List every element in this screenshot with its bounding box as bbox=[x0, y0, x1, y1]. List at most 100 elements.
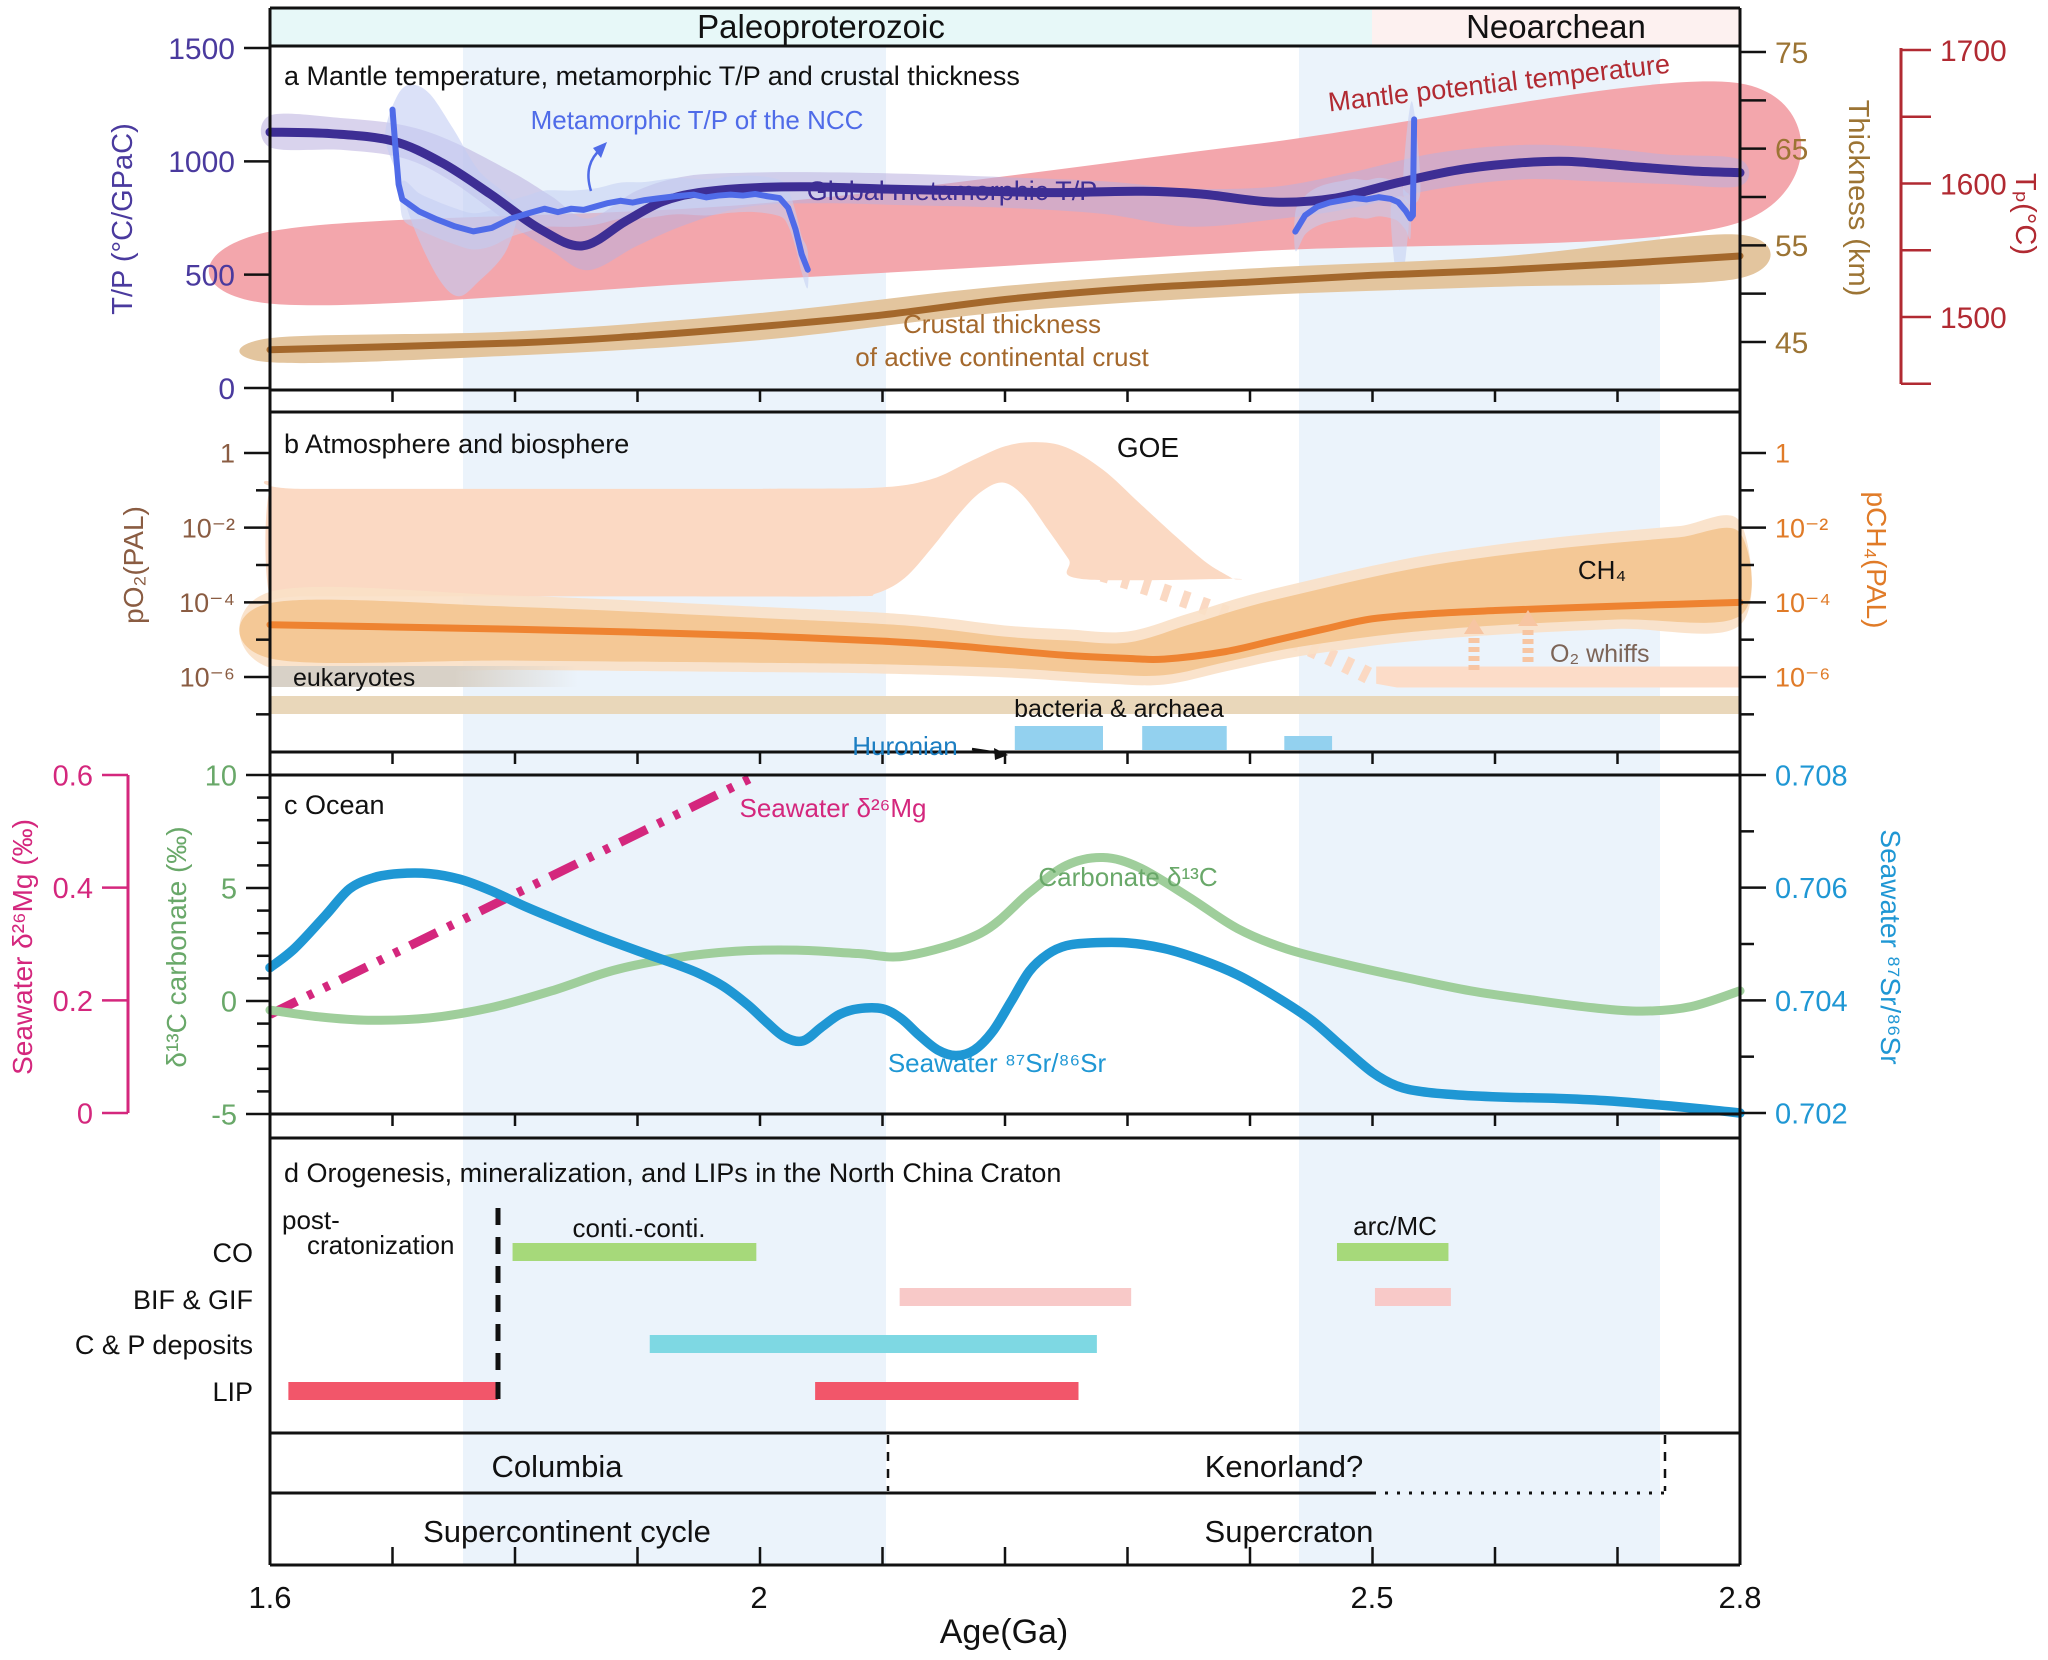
axis-tick-label: 1500 bbox=[1940, 302, 2007, 335]
ch4-label: CH₄ bbox=[1578, 555, 1626, 585]
shape-bar bbox=[1014, 726, 1103, 750]
x-axis-label: Age(Ga) bbox=[940, 1613, 1069, 1651]
axis-tick-label: 55 bbox=[1775, 230, 1808, 263]
row-label-cp-deposits: C & P deposits bbox=[75, 1330, 253, 1360]
axis-label-po2: pO₂(PAL) bbox=[118, 506, 149, 624]
x-tick-2_8: 2.8 bbox=[1718, 1580, 1761, 1615]
annotation-layer bbox=[587, 142, 1008, 760]
columbia-label: Columbia bbox=[492, 1449, 624, 1484]
whiff-arrow-dash bbox=[1522, 630, 1534, 635]
huronian-arrowhead bbox=[994, 748, 1008, 760]
x-tick-1_6: 1.6 bbox=[248, 1580, 291, 1615]
axis-tick-label: 75 bbox=[1775, 37, 1808, 70]
shape-curve bbox=[268, 772, 756, 1019]
axis-label-mantle-tp: Tₚ(°C) bbox=[2009, 173, 2041, 255]
axis-tick-label: -5 bbox=[211, 1099, 237, 1131]
era-label-paleoproterozoic: Paleoproterozoic bbox=[697, 8, 945, 45]
axis-label-d13c: δ¹³C carbonate (‰) bbox=[161, 826, 192, 1067]
whiff-arrow-dash bbox=[1468, 647, 1480, 652]
axis-tick-label: 10⁻² bbox=[1775, 513, 1828, 543]
hatch-dash bbox=[1178, 590, 1192, 609]
axis-tick-label: 1 bbox=[220, 439, 235, 469]
axis-tick-label: 1 bbox=[1775, 439, 1790, 469]
hatch-dash bbox=[1341, 656, 1356, 675]
axis-tick-label: 0.4 bbox=[53, 873, 93, 905]
axis-tick-label: 1000 bbox=[168, 146, 235, 179]
sr-curve-label: Seawater ⁸⁷Sr/⁸⁶Sr bbox=[888, 1048, 1107, 1078]
conti-conti-label: conti.-conti. bbox=[573, 1213, 706, 1243]
row-label-co: CO bbox=[213, 1238, 254, 1268]
kenorland-label: Kenorland? bbox=[1205, 1449, 1364, 1484]
supercontinent-cycle-label: Supercontinent cycle bbox=[423, 1514, 711, 1549]
panel-b-title: b Atmosphere and biosphere bbox=[284, 429, 629, 459]
ncc-curve-label: Metamorphic T/P of the NCC bbox=[531, 105, 864, 135]
shape-curve bbox=[265, 852, 1745, 1025]
mg-curve-label: Seawater δ²⁶Mg bbox=[739, 793, 926, 823]
whiff-arrow-dash bbox=[1522, 639, 1534, 644]
panel-d-title: d Orogenesis, mineralization, and LIPs i… bbox=[284, 1158, 1061, 1188]
axis-tick-label: 0.704 bbox=[1775, 986, 1848, 1018]
panel-a-title: a Mantle temperature, metamorphic T/P an… bbox=[284, 61, 1020, 91]
axis-tick-label: 0.6 bbox=[53, 760, 93, 792]
panel-c-title: c Ocean bbox=[284, 790, 385, 820]
carbonate-curve-label: Carbonate δ¹³C bbox=[1038, 862, 1217, 892]
huronian-label: Huronian bbox=[852, 731, 958, 761]
shape-bar bbox=[899, 1288, 1132, 1306]
post-cratonization-label-2: cratonization bbox=[307, 1230, 454, 1260]
whiff-arrow-dash bbox=[1468, 665, 1480, 670]
whiff-arrow-head bbox=[1464, 618, 1484, 634]
axis-tick-label: 10⁻⁶ bbox=[180, 663, 235, 693]
axis-tick-label: 0 bbox=[77, 1098, 93, 1130]
row-label-lip: LIP bbox=[212, 1377, 253, 1407]
axis-tick-label: 45 bbox=[1775, 327, 1808, 360]
ncc-annotation-arrowhead bbox=[593, 142, 607, 158]
shape-rect bbox=[463, 46, 886, 1565]
shape-curve bbox=[265, 127, 1745, 251]
crustal-thickness-label-1: Crustal thickness bbox=[903, 309, 1101, 339]
whiff-arrow-dash bbox=[1468, 656, 1480, 661]
axis-tick-label: 0 bbox=[218, 373, 235, 406]
axis-tick-label: 500 bbox=[185, 259, 235, 292]
shape-band bbox=[239, 527, 1752, 676]
shape-rect bbox=[1372, 9, 1739, 45]
shape-curve bbox=[1292, 116, 1418, 235]
shape-curve bbox=[265, 868, 1745, 1118]
axis-tick-label: 5 bbox=[221, 873, 237, 905]
hatch-dash bbox=[1357, 664, 1373, 684]
goe-label: GOE bbox=[1117, 432, 1179, 463]
shape-curve bbox=[266, 598, 1744, 664]
shape-bar bbox=[1284, 736, 1333, 750]
post-cratonization-label-1: post- bbox=[282, 1205, 340, 1235]
axis-tick-label: 1700 bbox=[1940, 35, 2007, 68]
crustal-thickness-label-2: of active continental crust bbox=[855, 342, 1149, 372]
shape-rect bbox=[270, 696, 1740, 714]
axis-label-mg: Seawater δ²⁶Mg (‰) bbox=[7, 819, 38, 1075]
huronian-arrow bbox=[971, 747, 999, 755]
shape-bar bbox=[512, 1243, 757, 1261]
era-label-neoarchean: Neoarchean bbox=[1466, 8, 1646, 45]
shape-bar bbox=[1374, 1288, 1451, 1306]
axis-tick-label: 65 bbox=[1775, 133, 1808, 166]
hatch-dash bbox=[1139, 577, 1153, 596]
shape-rect bbox=[1299, 46, 1660, 1565]
shape-band bbox=[400, 175, 809, 289]
axis-tick-label: 10⁻⁶ bbox=[1775, 663, 1830, 693]
axes-layer: 1500 1000 500 0 75 65 55 45 1700 1600 1500 1 10⁻² 10⁻… bbox=[53, 6, 2007, 1567]
x-tick-2: 2 bbox=[750, 1580, 767, 1615]
axis-tick-label: 1600 bbox=[1940, 168, 2007, 201]
axis-tick-label: 10⁻⁴ bbox=[179, 588, 235, 618]
o2-whiffs-label: O₂ whiffs bbox=[1550, 640, 1650, 668]
shape-rect bbox=[270, 666, 578, 687]
axis-tick-label: 1500 bbox=[168, 33, 235, 66]
axis-tick-label: 10⁻² bbox=[182, 513, 235, 543]
hatch-dash bbox=[1324, 648, 1339, 667]
row-label-bif-gif: BIF & GIF bbox=[133, 1285, 253, 1315]
arc-mc-label: arc/MC bbox=[1353, 1211, 1437, 1241]
shape-rect bbox=[271, 9, 1372, 45]
shape-polygon bbox=[263, 442, 1242, 605]
whiff-arrow-dash bbox=[1468, 638, 1480, 643]
axis-tick-label: 0.702 bbox=[1775, 1098, 1848, 1130]
shape-bar bbox=[288, 1382, 498, 1400]
